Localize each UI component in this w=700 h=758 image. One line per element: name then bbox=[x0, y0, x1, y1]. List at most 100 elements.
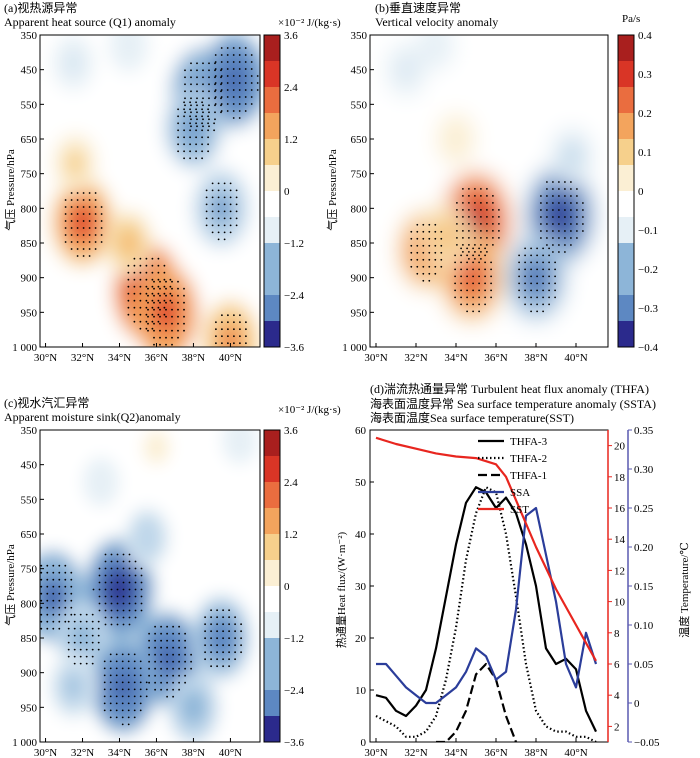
significance-dot bbox=[127, 278, 130, 281]
significance-dot bbox=[128, 616, 131, 619]
y-tick-label: 1 000 bbox=[342, 342, 367, 354]
significance-dot bbox=[462, 202, 464, 204]
significance-dot bbox=[94, 192, 97, 194]
significance-dot bbox=[172, 653, 175, 656]
significance-dot bbox=[244, 110, 247, 112]
significance-dot bbox=[205, 217, 208, 220]
significance-dot bbox=[34, 579, 36, 581]
significance-dot bbox=[64, 585, 67, 588]
colorbar-cell bbox=[264, 35, 280, 62]
significance-dot bbox=[79, 613, 82, 616]
significance-dot bbox=[222, 665, 225, 668]
significance-dot bbox=[492, 230, 494, 232]
significance-dot bbox=[546, 188, 548, 190]
significance-dot bbox=[171, 308, 173, 311]
significance-dot bbox=[109, 653, 112, 656]
significance-dot bbox=[245, 342, 247, 345]
significance-dot bbox=[76, 241, 79, 243]
significance-dot bbox=[216, 637, 219, 640]
significance-dot bbox=[468, 244, 470, 246]
significance-dot bbox=[139, 688, 142, 691]
significance-dot bbox=[546, 195, 548, 197]
significance-dot bbox=[178, 660, 181, 663]
significance-dot bbox=[564, 181, 566, 183]
significance-dot bbox=[165, 308, 167, 311]
significance-dot bbox=[472, 247, 474, 250]
x-tick-label: 30°N bbox=[364, 747, 387, 758]
significance-dot bbox=[40, 571, 43, 574]
significance-dot bbox=[460, 296, 462, 299]
significance-dot bbox=[169, 292, 172, 295]
significance-dot bbox=[492, 209, 494, 211]
field-blob bbox=[225, 68, 243, 93]
significance-dot bbox=[548, 254, 550, 257]
significance-dot bbox=[223, 210, 226, 213]
significance-dot bbox=[472, 303, 474, 306]
significance-dot bbox=[153, 336, 155, 339]
significance-dot bbox=[70, 592, 73, 595]
significance-dot bbox=[140, 602, 143, 605]
significance-dot bbox=[244, 96, 247, 98]
significance-dot bbox=[139, 299, 142, 302]
field-blob bbox=[566, 149, 578, 164]
panel-d-ticks: 30°N 32°N 34°N 36°N 38°N 40°N0102030405060246… bbox=[355, 425, 660, 758]
colorbar-frame bbox=[617, 34, 635, 348]
significance-dot bbox=[70, 578, 73, 581]
significance-dot bbox=[228, 630, 231, 633]
significance-dot bbox=[245, 328, 247, 331]
significance-dot bbox=[151, 299, 154, 302]
x-tick-label: 40°N bbox=[564, 352, 587, 364]
significance-dot bbox=[109, 674, 112, 677]
significance-dot bbox=[229, 231, 232, 234]
significance-dot bbox=[79, 662, 82, 665]
significance-dot bbox=[172, 639, 175, 642]
significance-dot bbox=[183, 287, 185, 290]
significance-dot bbox=[202, 83, 204, 86]
significance-dot bbox=[554, 261, 556, 264]
significance-dot bbox=[460, 282, 462, 285]
significance-dot bbox=[127, 681, 130, 684]
significance-dot bbox=[122, 595, 125, 598]
significance-dot bbox=[98, 609, 101, 612]
significance-dot bbox=[240, 630, 243, 633]
left-tick-label: 30 bbox=[355, 581, 367, 593]
significance-dot bbox=[416, 230, 419, 233]
significance-dot bbox=[58, 564, 61, 567]
significance-dot bbox=[240, 637, 243, 640]
significance-dot bbox=[94, 199, 97, 201]
significance-dot bbox=[546, 181, 548, 183]
significance-dot bbox=[153, 294, 155, 297]
significance-dot bbox=[576, 202, 578, 204]
significance-dot bbox=[220, 47, 223, 49]
significance-dot bbox=[210, 637, 213, 640]
significance-dot bbox=[228, 658, 231, 661]
significance-dot bbox=[460, 261, 462, 264]
significance-dot bbox=[440, 265, 443, 268]
significance-dot bbox=[576, 223, 578, 225]
significance-dot bbox=[70, 606, 73, 609]
significance-dot bbox=[64, 234, 67, 236]
significance-dot bbox=[202, 62, 204, 65]
y-tick-label: 750 bbox=[21, 169, 38, 181]
significance-dot bbox=[128, 553, 131, 556]
significance-dot bbox=[217, 231, 220, 234]
significance-dot bbox=[70, 199, 73, 201]
significance-dot bbox=[100, 213, 103, 215]
significance-dot bbox=[169, 285, 172, 288]
significance-dot bbox=[70, 234, 73, 236]
significance-dot bbox=[154, 681, 157, 684]
significance-dot bbox=[147, 287, 149, 290]
significance-dot bbox=[184, 104, 186, 107]
significance-dot bbox=[422, 279, 425, 282]
significance-dot bbox=[127, 695, 130, 698]
significance-dot bbox=[235, 189, 238, 192]
significance-dot bbox=[166, 667, 169, 670]
right-tick-label: 8 bbox=[614, 628, 620, 640]
significance-dot bbox=[177, 136, 180, 139]
significance-dot bbox=[456, 244, 458, 246]
significance-dot bbox=[462, 251, 464, 253]
significance-dot bbox=[211, 210, 214, 213]
significance-dot bbox=[110, 616, 113, 619]
field-blob bbox=[187, 698, 200, 717]
y-tick-label: 900 bbox=[21, 668, 38, 680]
